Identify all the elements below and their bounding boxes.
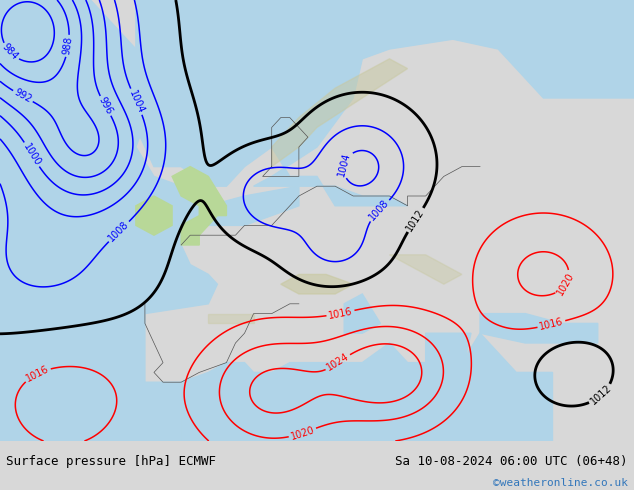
Text: 1012: 1012 xyxy=(588,383,614,407)
Polygon shape xyxy=(172,167,226,245)
Polygon shape xyxy=(136,0,634,206)
Text: 1004: 1004 xyxy=(337,151,353,177)
Polygon shape xyxy=(181,333,552,441)
Text: 988: 988 xyxy=(62,36,75,56)
Polygon shape xyxy=(136,196,172,235)
Text: 1020: 1020 xyxy=(289,424,316,441)
Text: 1008: 1008 xyxy=(107,220,131,244)
Polygon shape xyxy=(425,333,471,372)
Polygon shape xyxy=(281,274,353,294)
Text: 1016: 1016 xyxy=(328,306,354,320)
Text: 1012: 1012 xyxy=(404,207,427,233)
Text: ©weatheronline.co.uk: ©weatheronline.co.uk xyxy=(493,478,628,488)
Text: 984: 984 xyxy=(0,42,20,62)
Text: 1004: 1004 xyxy=(127,88,146,115)
Polygon shape xyxy=(209,186,299,225)
Text: 992: 992 xyxy=(12,87,34,105)
Text: 1016: 1016 xyxy=(24,364,51,384)
Text: 1020: 1020 xyxy=(555,270,576,297)
Text: 996: 996 xyxy=(96,96,114,116)
Polygon shape xyxy=(389,255,462,284)
Text: 1008: 1008 xyxy=(368,198,391,223)
Text: Surface pressure [hPa] ECMWF: Surface pressure [hPa] ECMWF xyxy=(6,455,216,468)
Text: Sa 10-08-2024 06:00 UTC (06+48): Sa 10-08-2024 06:00 UTC (06+48) xyxy=(395,455,628,468)
Text: 1016: 1016 xyxy=(538,317,564,332)
Polygon shape xyxy=(344,294,380,333)
Text: 1000: 1000 xyxy=(21,142,42,168)
Polygon shape xyxy=(0,0,217,441)
Polygon shape xyxy=(480,314,598,343)
Text: 1024: 1024 xyxy=(325,352,351,373)
Polygon shape xyxy=(209,314,254,323)
Polygon shape xyxy=(272,59,408,167)
